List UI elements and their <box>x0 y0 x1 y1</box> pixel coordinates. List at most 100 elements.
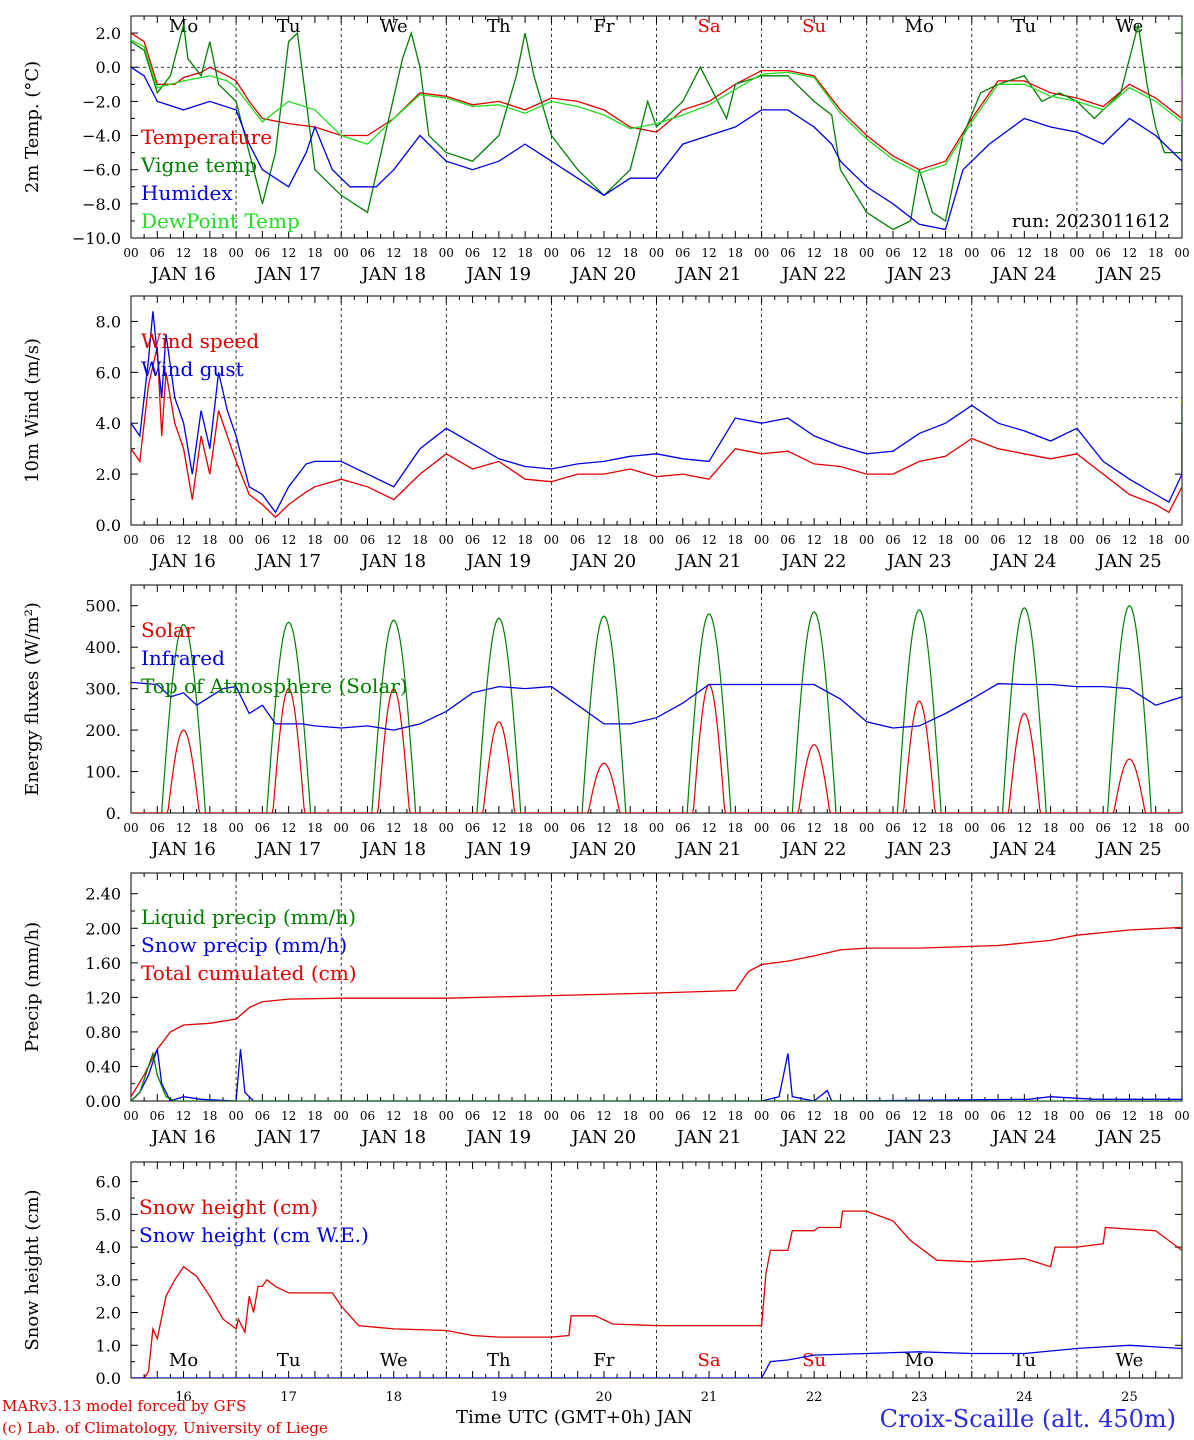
x-hour-label: 00 <box>439 821 454 835</box>
x-hour-label: 06 <box>675 821 690 835</box>
x-hour-label: 18 <box>833 533 848 547</box>
y-tick-label: 100. <box>85 763 121 782</box>
x-hour-label: 00 <box>649 533 664 547</box>
x-hour-label: 00 <box>859 1109 874 1123</box>
x-hour-label: 00 <box>1069 1109 1084 1123</box>
x-hour-label: 00 <box>754 1109 769 1123</box>
x-day-label: JAN 20 <box>570 839 637 860</box>
y-tick-label: 2.0 <box>96 465 121 484</box>
weekday-label: Mo <box>905 16 934 37</box>
x-hour-label: 06 <box>990 533 1005 547</box>
x-day-label: JAN 22 <box>780 839 847 860</box>
x-hour-label: 06 <box>570 1109 585 1123</box>
y-tick-label: 0. <box>106 804 121 823</box>
x-hour-label: 06 <box>255 1109 270 1123</box>
x-day-number: 17 <box>280 1390 297 1405</box>
weekday-label: Th <box>487 16 511 37</box>
x-hour-label: 00 <box>754 246 769 260</box>
x-hour-label: 00 <box>123 821 138 835</box>
footer-model-line: MARv3.13 model forced by GFS <box>2 1397 246 1415</box>
x-day-label: JAN 23 <box>885 264 952 285</box>
x-day-label: JAN 19 <box>465 264 532 285</box>
y-tick-label: 3.0 <box>96 1271 121 1290</box>
x-day-label: JAN 24 <box>990 1127 1057 1148</box>
x-hour-label: 12 <box>491 821 506 835</box>
x-hour-label: 12 <box>912 1109 927 1123</box>
x-hour-label: 06 <box>1096 821 1111 835</box>
x-hour-label: 12 <box>386 1109 401 1123</box>
y-tick-label: 0.80 <box>85 1023 121 1042</box>
x-hour-label: 18 <box>307 1109 322 1123</box>
weekday-label: Tu <box>1013 1350 1037 1371</box>
x-day-label: JAN 23 <box>885 839 952 860</box>
y-tick-label: 0.0 <box>96 1369 121 1388</box>
x-hour-label: 12 <box>912 821 927 835</box>
x-hour-label: 06 <box>675 533 690 547</box>
x-day-label: JAN 16 <box>149 839 216 860</box>
x-hour-label: 00 <box>123 533 138 547</box>
x-hour-label: 00 <box>439 246 454 260</box>
series-line-vigne-temp <box>131 19 1182 231</box>
x-hour-label: 18 <box>938 821 953 835</box>
x-hour-label: 00 <box>334 1109 349 1123</box>
x-day-label: JAN 17 <box>254 551 321 572</box>
series-line-snow-precip-mm-h- <box>131 1048 1182 1101</box>
x-hour-label: 18 <box>728 821 743 835</box>
x-hour-label: 06 <box>780 533 795 547</box>
x-day-label: JAN 24 <box>990 264 1057 285</box>
legend-entry: Vigne temp <box>140 153 257 177</box>
y-tick-label: 0.0 <box>96 58 121 77</box>
series-line-wind-gust <box>131 311 1182 514</box>
x-hour-label: 00 <box>123 1109 138 1123</box>
x-hour-label: 00 <box>334 821 349 835</box>
y-tick-label: 500. <box>85 597 121 616</box>
x-day-label: JAN 16 <box>149 264 216 285</box>
y-tick-label: 200. <box>85 721 121 740</box>
weekday-label: Mo <box>905 1350 934 1371</box>
series-line-top-of-atmosphere-solar- <box>131 604 1182 813</box>
x-hour-label: 06 <box>780 246 795 260</box>
weekday-label: Tu <box>277 1350 301 1371</box>
x-hour-label: 06 <box>990 246 1005 260</box>
x-hour-label: 06 <box>885 821 900 835</box>
x-day-label: JAN 25 <box>1095 551 1162 572</box>
y-tick-label: 0.40 <box>85 1057 121 1076</box>
x-hour-label: 18 <box>307 533 322 547</box>
x-hour-label: 18 <box>1148 246 1163 260</box>
weekday-label: Fr <box>593 16 614 37</box>
y-tick-label: −2.0 <box>82 92 121 111</box>
y-tick-label: 5.0 <box>96 1205 121 1224</box>
legend-entry: Infrared <box>141 646 225 670</box>
x-hour-label: 18 <box>1148 821 1163 835</box>
y-tick-label: 4.0 <box>96 1238 121 1257</box>
x-day-number: 18 <box>385 1390 402 1405</box>
legend-entry: Temperature <box>141 125 272 149</box>
x-hour-label: 12 <box>807 533 822 547</box>
weekday-label: We <box>1116 1350 1144 1371</box>
x-hour-label: 12 <box>701 533 716 547</box>
x-hour-label: 12 <box>491 246 506 260</box>
legend-entry: Snow height (cm W.E.) <box>139 1223 369 1247</box>
x-hour-label: 18 <box>938 533 953 547</box>
x-day-label: JAN 21 <box>675 1127 742 1148</box>
x-hour-label: 18 <box>833 1109 848 1123</box>
x-hour-label: 06 <box>780 821 795 835</box>
x-day-label: JAN 25 <box>1095 839 1162 860</box>
x-hour-label: 12 <box>491 1109 506 1123</box>
series-line-snow-height-cm-w-e- <box>131 1338 1182 1378</box>
x-hour-label: 12 <box>1122 1109 1137 1123</box>
x-hour-label: 06 <box>675 246 690 260</box>
x-hour-label: 00 <box>1174 821 1189 835</box>
series-line-total-cumulated-cm- <box>131 883 1182 1098</box>
x-day-number: 23 <box>911 1390 928 1405</box>
x-day-label: JAN 16 <box>149 551 216 572</box>
x-hour-label: 12 <box>1017 1109 1032 1123</box>
x-hour-label: 00 <box>1174 246 1189 260</box>
x-hour-label: 06 <box>360 821 375 835</box>
x-hour-label: 12 <box>912 246 927 260</box>
x-hour-label: 12 <box>386 533 401 547</box>
series-line-dewpoint-temp <box>131 39 1182 174</box>
x-hour-label: 12 <box>807 1109 822 1123</box>
x-hour-label: 06 <box>1096 246 1111 260</box>
x-hour-label: 00 <box>544 1109 559 1123</box>
